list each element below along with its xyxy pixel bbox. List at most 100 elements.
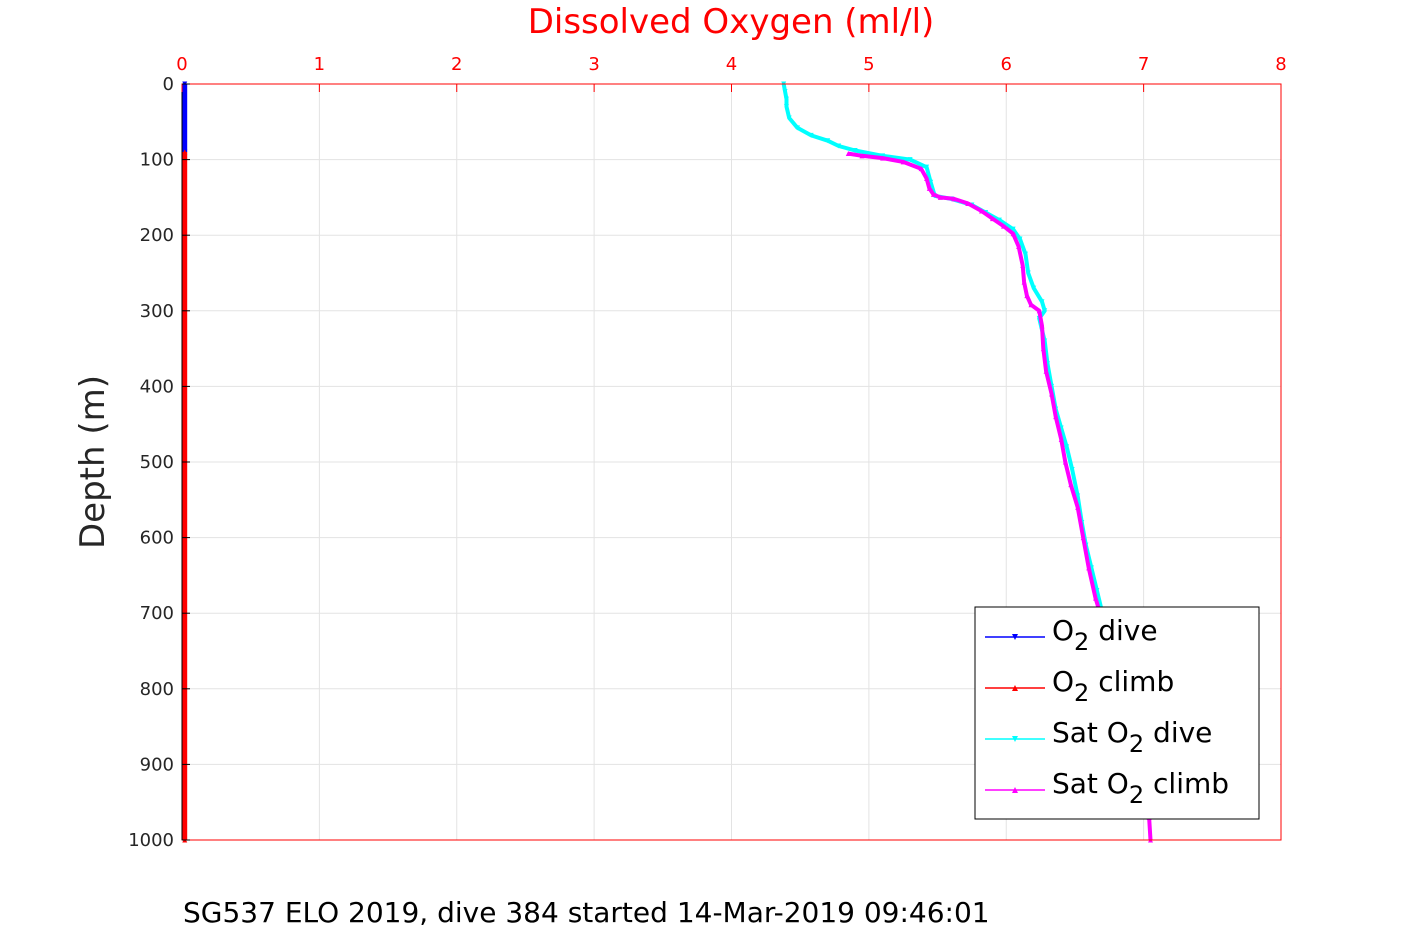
data-point: [928, 179, 934, 185]
data-point: [1001, 223, 1007, 229]
data-point: [965, 200, 971, 206]
data-point: [979, 208, 985, 214]
x-tick-label: 7: [1138, 54, 1149, 75]
data-point: [880, 155, 886, 161]
data-point: [1017, 236, 1023, 242]
data-point: [1094, 588, 1100, 594]
legend-marker: [1012, 634, 1018, 640]
legend-label-main: O: [1052, 665, 1074, 698]
x-tick-label: 4: [726, 54, 737, 75]
data-point: [1022, 251, 1028, 257]
chart-title: Dissolved Oxygen (ml/l): [528, 2, 935, 42]
data-point: [1021, 279, 1027, 285]
data-point: [951, 196, 957, 202]
legend-label: Sat O2 dive: [1052, 716, 1212, 758]
data-point: [808, 132, 814, 138]
y-tick-label: 800: [140, 679, 174, 700]
data-point: [1080, 535, 1086, 541]
x-tick-label: 1: [314, 54, 325, 75]
data-point: [1075, 493, 1081, 499]
legend-label-rest: dive: [1144, 716, 1212, 749]
legend-box: [974, 606, 1260, 820]
data-point: [1039, 323, 1045, 329]
data-point: [907, 157, 913, 163]
legend-label: O2 climb: [1052, 665, 1174, 707]
legend-label-rest: climb: [1089, 665, 1174, 698]
data-point: [1020, 262, 1026, 268]
legend-label-subscript: 2: [1074, 679, 1089, 707]
legend-label: Sat O2 climb: [1052, 767, 1229, 809]
data-point: [1031, 285, 1037, 291]
data-point: [786, 115, 792, 121]
legend-label-rest: climb: [1144, 767, 1229, 800]
data-point: [794, 125, 800, 131]
data-point: [1025, 270, 1031, 276]
legend-label-main: Sat O: [1052, 767, 1129, 800]
data-point: [926, 185, 932, 191]
series-line-sat-dive: [781, 83, 1105, 614]
data-point: [1043, 368, 1049, 374]
x-tick-label: 0: [176, 54, 187, 75]
legend-label-main: O: [1052, 614, 1074, 647]
dive-caption: SG537 ELO 2019, dive 384 started 14-Mar-…: [183, 896, 990, 929]
data-point: [1069, 467, 1075, 473]
legend-label-subscript: 2: [1129, 730, 1144, 758]
data-point: [1049, 391, 1055, 397]
legend-label-main: Sat O: [1052, 716, 1129, 749]
grid: [181, 83, 1282, 841]
legend-marker: [1012, 787, 1018, 793]
data-point: [1058, 436, 1064, 442]
data-point: [1053, 414, 1059, 420]
x-tick-label: 6: [1001, 54, 1012, 75]
data-point: [1028, 302, 1034, 308]
legend-marker: [1012, 685, 1018, 691]
y-tick-label: 0: [163, 74, 174, 95]
data-point: [996, 217, 1002, 223]
data-point: [924, 164, 930, 170]
data-point: [924, 176, 930, 181]
legend-label-rest: dive: [1089, 614, 1157, 647]
data-point: [845, 151, 851, 157]
data-point: [836, 143, 842, 149]
data-point: [852, 148, 858, 154]
tick-labels: 0 1 2 3 4 5 6 7 8 0 100 200 300 400 500 600 700 800 900 100…: [128, 54, 1287, 851]
data-point: [937, 194, 943, 200]
data-point: [1075, 504, 1081, 510]
x-tick-label: 8: [1275, 54, 1286, 75]
x-tick-label: 2: [451, 54, 462, 75]
data-point: [1036, 308, 1042, 314]
legend-label: O2 dive: [1052, 614, 1158, 656]
data-point: [918, 166, 924, 172]
y-tick-label: 300: [140, 301, 174, 322]
data-point: [1062, 459, 1068, 465]
legend-label-subscript: 2: [1129, 781, 1144, 809]
y-tick-label: 400: [140, 376, 174, 397]
y-tick-label: 900: [140, 754, 174, 775]
data-point: [1064, 444, 1070, 450]
data-point: [1068, 482, 1074, 488]
y-tick-label: 600: [140, 528, 174, 549]
data-point: [1024, 293, 1030, 299]
data-point: [900, 159, 906, 165]
y-tick-label: 500: [140, 452, 174, 473]
data-point: [782, 89, 788, 95]
y-tick-label: 100: [140, 150, 174, 171]
x-tick-label: 3: [588, 54, 599, 75]
data-point: [1093, 595, 1099, 601]
data-point: [1016, 244, 1022, 250]
data-point: [783, 104, 789, 110]
y-tick-label: 700: [140, 603, 174, 624]
y-tick-label: 1000: [128, 830, 174, 851]
data-point: [859, 153, 865, 159]
data-point: [1039, 299, 1045, 305]
data-point: [1010, 231, 1016, 237]
data-point: [990, 216, 996, 222]
data-point: [182, 149, 188, 155]
data-point: [930, 191, 936, 197]
legend-marker: [1012, 736, 1018, 742]
legend-label-subscript: 2: [1074, 628, 1089, 656]
y-tick-label: 200: [140, 225, 174, 246]
data-point: [825, 138, 831, 144]
